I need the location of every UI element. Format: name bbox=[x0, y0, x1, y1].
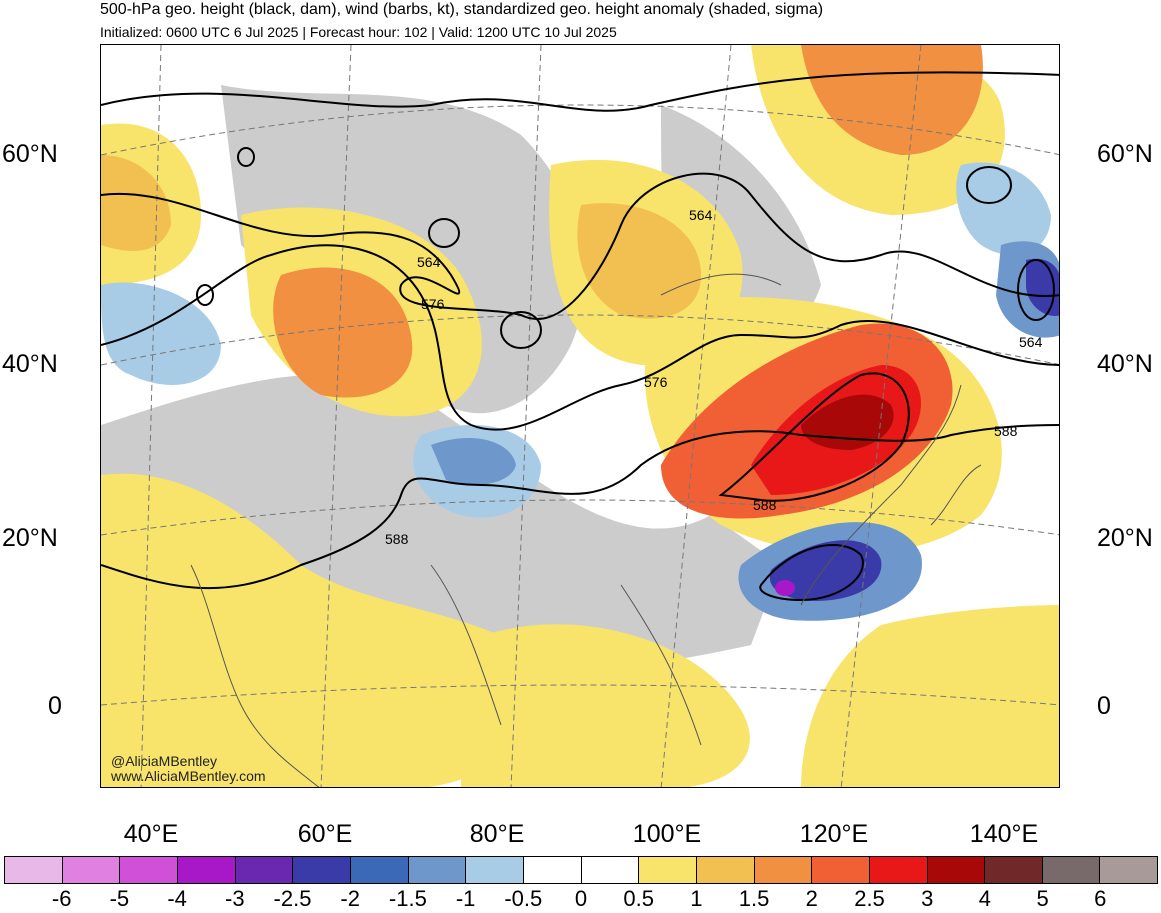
contour-label: 576 bbox=[644, 374, 668, 390]
colorbar-segment bbox=[523, 857, 582, 883]
orange-region-central-asia bbox=[273, 267, 413, 398]
light-orange-region-scandinavia bbox=[101, 155, 171, 251]
colorbar-segment bbox=[177, 857, 236, 883]
anomaly-map: 564 576 564 576 588 564 588 588 bbox=[101, 45, 1059, 787]
colorbar-segment bbox=[869, 857, 928, 883]
colorbar-tick-label: -3 bbox=[225, 886, 245, 911]
light-orange-region-mongolia bbox=[577, 203, 701, 319]
contour-label: 564 bbox=[1019, 334, 1043, 350]
light-blue-region-okhotsk bbox=[956, 162, 1051, 255]
colorbar-tick-label: 1 bbox=[690, 886, 703, 911]
colorbar-segment bbox=[927, 857, 986, 883]
height-contours bbox=[101, 71, 1059, 602]
colorbar-tick-label: -6 bbox=[51, 886, 72, 911]
lat-label-left: 60°N bbox=[2, 140, 58, 168]
colorbar-segment bbox=[1100, 857, 1158, 883]
lat-label-right: 60°N bbox=[1097, 140, 1153, 168]
map-panel: 564 576 564 576 588 564 588 588 @AliciaM… bbox=[100, 44, 1060, 788]
dark-blue-region-south-china-sea bbox=[769, 540, 882, 601]
contour-label: 588 bbox=[385, 531, 409, 547]
lon-label: 40°E bbox=[123, 820, 179, 848]
colorbar-segment bbox=[581, 857, 640, 883]
colorbar-tick-label: 3 bbox=[921, 886, 934, 911]
contour-label: 564 bbox=[417, 254, 441, 270]
graticule bbox=[101, 45, 1059, 787]
contour-label: 588 bbox=[994, 423, 1018, 439]
lat-label-right: 40°N bbox=[1097, 350, 1153, 378]
credit-handle: @AliciaMBentley bbox=[111, 753, 218, 769]
colorbar-tick-label: 0 bbox=[574, 886, 588, 911]
colorbar-tick-label: 1.5 bbox=[738, 886, 770, 911]
contour-label: 576 bbox=[421, 296, 445, 312]
lat-label-left: 20°N bbox=[2, 524, 58, 552]
colorbar-tick-label: 2.5 bbox=[854, 886, 885, 911]
colorbar bbox=[4, 856, 1158, 884]
colorbar-segment bbox=[754, 857, 813, 883]
lon-label: 120°E bbox=[799, 820, 869, 848]
lat-label-left: 0 bbox=[48, 692, 62, 720]
lat-label-right: 20°N bbox=[1097, 524, 1153, 552]
colorbar-segment bbox=[350, 857, 409, 883]
lon-label: 140°E bbox=[969, 820, 1039, 848]
map-subtitle: Initialized: 0600 UTC 6 Jul 2025 | Forec… bbox=[100, 24, 617, 40]
colorbar-segment bbox=[62, 857, 121, 883]
colorbar-segment bbox=[1042, 857, 1101, 883]
lon-label: 80°E bbox=[469, 820, 525, 848]
yellow-region-india bbox=[461, 624, 750, 787]
yellow-region-pacific bbox=[801, 605, 1059, 787]
lon-label: 100°E bbox=[632, 820, 702, 848]
colorbar-tick-label: -1.5 bbox=[388, 886, 427, 911]
colorbar-tick-label: -2 bbox=[340, 886, 360, 911]
yellow-region-arabia bbox=[101, 473, 545, 787]
colorbar-segment bbox=[293, 857, 351, 883]
colorbar-segment bbox=[639, 857, 697, 883]
colorbar-segment bbox=[696, 857, 755, 883]
lon-label: 60°E bbox=[297, 820, 353, 848]
colorbar-tick-label: -0.5 bbox=[504, 886, 543, 911]
lat-label-left: 40°N bbox=[2, 350, 58, 378]
colorbar-tick-label: 0.5 bbox=[623, 886, 654, 911]
colorbar-tick-label: -2.5 bbox=[273, 886, 312, 911]
colorbar-tick-label: 5 bbox=[1036, 886, 1049, 911]
contour-label: 564 bbox=[689, 207, 713, 223]
blue-region-tibet bbox=[431, 437, 516, 485]
colorbar-tick-label: 4 bbox=[978, 886, 992, 911]
purple-core bbox=[775, 580, 795, 596]
colorbar-segment bbox=[408, 857, 467, 883]
colorbar-tick-label: -1 bbox=[455, 886, 476, 911]
lat-label-right: 0 bbox=[1097, 692, 1111, 720]
colorbar-segment bbox=[812, 857, 870, 883]
coastlines bbox=[190, 273, 982, 787]
colorbar-tick-label: -5 bbox=[109, 886, 130, 911]
colorbar-tick-label: 2 bbox=[805, 886, 818, 911]
colorbar-tick-label: -4 bbox=[167, 886, 187, 911]
colorbar-segment bbox=[5, 857, 63, 883]
map-title: 500-hPa geo. height (black, dam), wind (… bbox=[100, 1, 824, 18]
contour-label-group: 564 576 564 576 588 564 588 588 bbox=[385, 207, 1043, 547]
credit-url: www.AliciaMBentley.com bbox=[111, 768, 266, 784]
colorbar-segment bbox=[235, 857, 294, 883]
colorbar-tick-label: 6 bbox=[1094, 886, 1107, 911]
contour-label: 588 bbox=[753, 497, 777, 513]
colorbar-segment bbox=[985, 857, 1043, 883]
colorbar-segment bbox=[120, 857, 178, 883]
colorbar-segment bbox=[466, 857, 524, 883]
